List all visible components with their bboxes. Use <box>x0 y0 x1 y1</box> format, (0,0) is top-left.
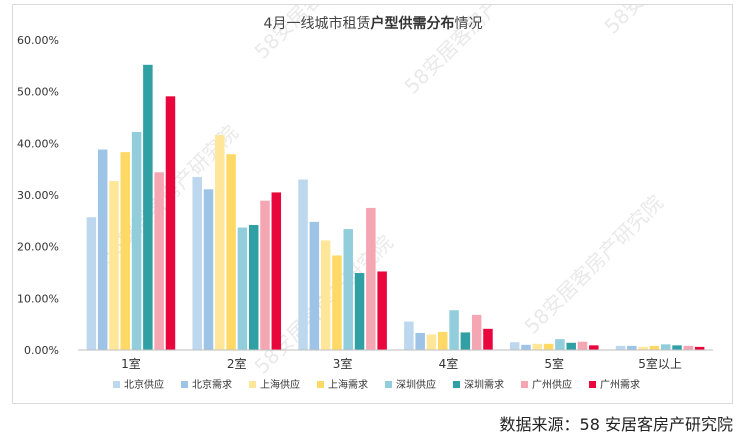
bar <box>131 131 142 350</box>
y-tick-label: 50.00% <box>17 86 59 99</box>
y-tick-label: 40.00% <box>17 137 59 150</box>
bar <box>543 343 554 350</box>
chart-title-prefix: 4月一线城市租赁 <box>264 15 371 32</box>
watermark-layer: 58安居客房产研究院58安居客房产研究院58安居客房产研究院58安居客房产研究院… <box>95 5 734 379</box>
bar <box>248 224 259 350</box>
bar <box>343 229 353 350</box>
bar <box>366 207 376 350</box>
bar <box>589 345 599 350</box>
bar <box>226 154 236 350</box>
legend-swatch <box>249 381 256 388</box>
bar <box>672 345 682 350</box>
bar <box>320 240 331 350</box>
bar <box>471 314 482 350</box>
bar <box>566 342 576 350</box>
y-tick-label: 60.00% <box>17 34 59 47</box>
bar <box>532 343 543 350</box>
bars-layer <box>86 64 705 351</box>
watermark-text: 58安居客房产研究院 <box>520 190 668 338</box>
y-tick-label: 30.00% <box>17 189 59 202</box>
legend-swatch <box>453 381 460 388</box>
bar <box>615 345 626 350</box>
legend-swatch <box>521 381 528 388</box>
bar <box>521 344 531 350</box>
x-axis: 1室 2室 3室 4室 5室 5室以上 <box>121 356 682 371</box>
x-tick-label: 4室 <box>439 356 459 371</box>
legend-label: 上海需求 <box>328 378 368 391</box>
legend-swatch <box>113 381 120 388</box>
bar <box>109 181 119 350</box>
bar <box>555 339 565 350</box>
bar <box>449 310 459 350</box>
bar <box>694 346 705 350</box>
legend: 北京供应 北京需求 上海供应 上海需求 深圳供应 深圳需求 广州供应 广州需求 <box>113 378 640 391</box>
x-tick-label: 5室 <box>544 356 564 371</box>
legend-label: 深圳供应 <box>396 378 436 391</box>
bar <box>683 345 694 350</box>
bar <box>377 271 387 350</box>
bar <box>120 152 131 350</box>
bar <box>237 227 248 350</box>
bar <box>203 189 214 350</box>
bar <box>415 332 425 350</box>
bar <box>260 200 270 350</box>
bar <box>404 321 414 350</box>
bar <box>97 149 108 350</box>
bar <box>154 172 164 350</box>
bar <box>509 342 520 350</box>
bar <box>638 346 648 350</box>
bar <box>143 64 153 351</box>
bar <box>165 96 176 350</box>
bar <box>649 345 660 350</box>
x-tick-label: 2室 <box>227 356 247 371</box>
bar <box>660 344 671 350</box>
legend-label: 上海供应 <box>260 378 300 391</box>
legend-label: 北京供应 <box>124 378 164 391</box>
bar <box>483 328 493 350</box>
bar <box>192 176 202 350</box>
bar <box>215 135 225 350</box>
bar <box>627 345 637 350</box>
legend-label: 广州供应 <box>532 378 572 391</box>
legend-swatch <box>385 381 392 388</box>
x-tick-label: 1室 <box>121 356 141 371</box>
bar <box>438 331 448 350</box>
chart-title: 4月一线城市租赁户型供需分布情况 <box>264 15 483 32</box>
legend-swatch <box>317 381 324 388</box>
legend-label: 北京需求 <box>192 378 232 391</box>
bar <box>332 255 342 350</box>
bar <box>309 221 320 350</box>
chart-frame: 58安居客房产研究院58安居客房产研究院58安居客房产研究院58安居客房产研究院… <box>12 4 734 404</box>
x-tick-label: 5室以上 <box>638 356 682 371</box>
chart-title-bold: 户型供需分布 <box>370 15 454 32</box>
bar-chart: 58安居客房产研究院58安居客房产研究院58安居客房产研究院58安居客房产研究院… <box>17 5 734 391</box>
legend-swatch <box>589 381 596 388</box>
bar <box>577 341 588 350</box>
bar <box>426 334 437 350</box>
y-tick-label: 0.00% <box>24 344 59 357</box>
y-axis: 0.00% 10.00% 20.00% 30.00% 40.00% 50.00% 60.00… <box>17 34 59 357</box>
y-tick-label: 10.00% <box>17 292 59 305</box>
bar <box>354 273 365 350</box>
legend-swatch <box>181 381 188 388</box>
chart-title-suffix: 情况 <box>454 16 482 32</box>
watermark-text: 58安居客房产研究院 <box>600 5 734 39</box>
legend-label: 深圳需求 <box>464 379 504 391</box>
x-tick-label: 3室 <box>333 356 353 371</box>
y-tick-label: 20.00% <box>17 241 59 254</box>
bar <box>86 217 97 350</box>
watermark-text: 58安居客房产研究院 <box>250 5 398 64</box>
bar <box>298 179 308 350</box>
legend-label: 广州需求 <box>600 379 640 391</box>
bar <box>460 332 471 350</box>
bar <box>271 192 282 350</box>
source-note: 数据来源：58 安居客房产研究院 <box>499 415 733 434</box>
